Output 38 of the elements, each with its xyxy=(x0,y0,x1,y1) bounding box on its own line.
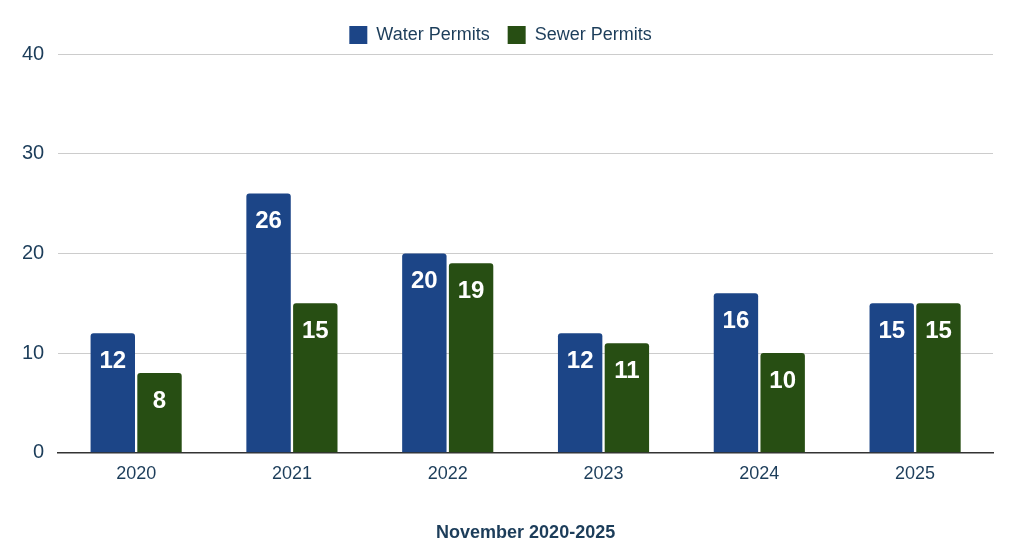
x-tick-label: 2025 xyxy=(895,462,936,483)
data-label: 15 xyxy=(878,315,906,343)
bar xyxy=(760,353,805,453)
x-tick-label: 2023 xyxy=(583,462,624,483)
data-label: 15 xyxy=(301,315,329,343)
bar xyxy=(402,253,447,453)
x-axis-title: November 2020-2025 xyxy=(436,522,616,543)
bar xyxy=(869,303,914,453)
bar xyxy=(604,343,650,453)
data-label: 15 xyxy=(925,315,952,343)
bar xyxy=(137,373,182,453)
x-tick-label: 2024 xyxy=(739,462,780,483)
bar xyxy=(557,333,603,453)
data-label: 11 xyxy=(614,355,640,383)
y-tick-label: 0 xyxy=(33,440,45,463)
x-tick-label: 2021 xyxy=(271,462,312,483)
bar xyxy=(293,303,338,453)
data-label: 12 xyxy=(99,345,127,373)
bar xyxy=(916,303,961,453)
legend-label: Water Permits xyxy=(376,23,490,44)
data-label: 20 xyxy=(411,266,438,294)
data-label: 8 xyxy=(152,385,167,413)
bar xyxy=(713,293,759,453)
data-label: 16 xyxy=(722,305,750,333)
data-label: 19 xyxy=(457,275,485,303)
y-tick-label: 10 xyxy=(22,340,45,363)
y-tick-label: 30 xyxy=(22,141,45,164)
y-tick-label: 20 xyxy=(22,240,45,263)
x-tick-label: 2020 xyxy=(116,462,157,483)
x-tick-label: 2022 xyxy=(427,462,468,483)
bar xyxy=(246,193,291,453)
legend-label: Sewer Permits xyxy=(534,23,652,44)
y-tick-label: 40 xyxy=(22,41,45,64)
data-label: 26 xyxy=(255,206,282,234)
bar xyxy=(90,333,135,453)
bar xyxy=(448,263,494,453)
data-label: 10 xyxy=(769,365,797,393)
data-label: 12 xyxy=(566,345,594,373)
